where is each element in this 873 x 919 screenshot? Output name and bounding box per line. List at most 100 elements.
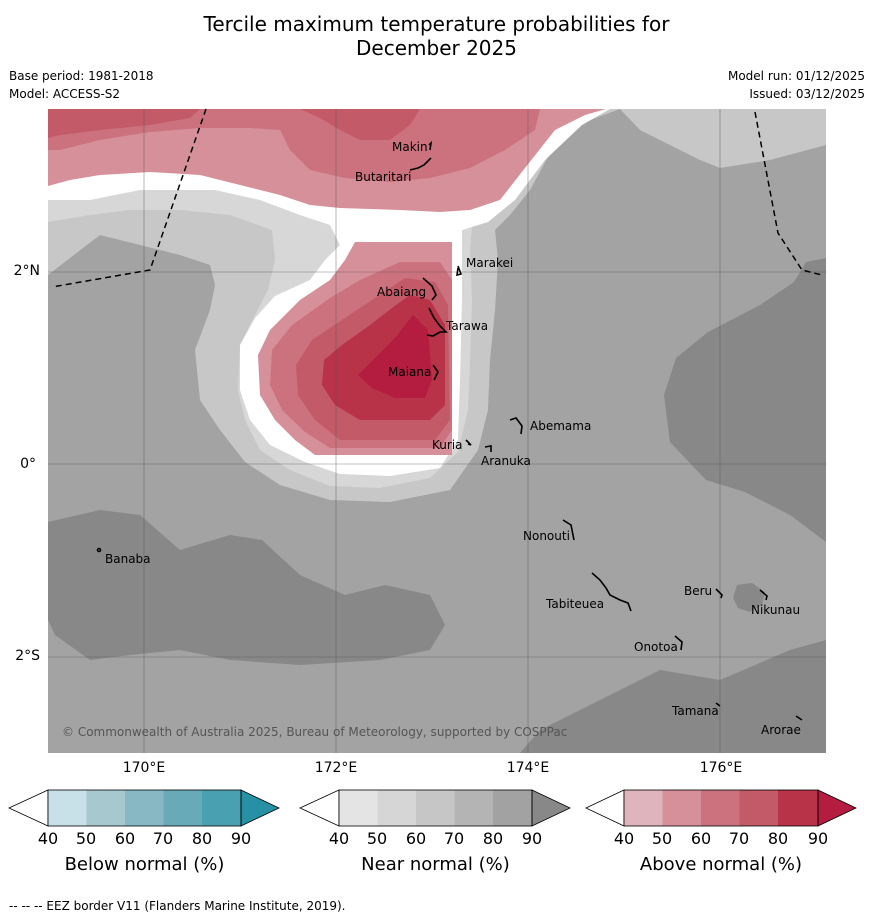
near-normal-70-east (664, 258, 826, 542)
lat-label-2s: 2°S (15, 648, 40, 664)
place-nikunau: Nikunau (751, 603, 800, 617)
place-maiana: Maiana (388, 365, 431, 379)
near-normal-70-southeast (520, 640, 826, 753)
near-swatch-40 (339, 790, 378, 826)
colorbar-above-frame (623, 789, 819, 827)
island-banaba (96, 547, 102, 553)
place-abaiang: Abaiang (377, 285, 426, 299)
place-banaba: Banaba (105, 552, 151, 566)
below-swatch-50 (86, 790, 125, 826)
island-tarawa (426, 307, 448, 337)
island-arorae (795, 715, 803, 721)
above-swatch-40 (624, 790, 663, 826)
place-nonouti: Nonouti (523, 529, 570, 543)
above-tick-50: 50 (651, 829, 673, 848)
title-line-2: December 2025 (356, 36, 517, 60)
near-normal-70-south (48, 510, 445, 665)
lat-label-2n: 2°N (13, 263, 40, 279)
near-tick-40: 40 (328, 829, 350, 848)
lat-label-0: 0° (20, 456, 36, 472)
place-kuria: Kuria (432, 438, 463, 452)
below-swatch-60 (125, 790, 164, 826)
colorbar-below-low-arrow (8, 789, 49, 827)
eez-legend-note: -- -- -- EEZ border V11 (Flanders Marine… (9, 899, 346, 913)
below-tick-70: 70 (152, 829, 174, 848)
island-nikunau (759, 589, 768, 601)
island-aranuka (484, 445, 492, 452)
island-abemama (509, 417, 523, 435)
above-swatch-60 (701, 790, 740, 826)
near-swatch-60 (416, 790, 455, 826)
island-tabiteuea (591, 572, 632, 612)
place-onotoa: Onotoa (634, 640, 678, 654)
eez-border-west (51, 108, 207, 288)
island-butaritari (409, 157, 432, 171)
colorbar-above-high-arrow (817, 789, 857, 827)
above-swatch-50 (662, 790, 701, 826)
grid-lines (48, 109, 826, 753)
below-normal-title: Below normal (%) (64, 854, 225, 875)
below-tick-40: 40 (37, 829, 59, 848)
place-abemama: Abemama (530, 419, 591, 433)
place-tamana: Tamana (671, 704, 719, 718)
colorbar-near-high-arrow (531, 789, 571, 827)
near-tick-80: 80 (482, 829, 504, 848)
above-tick-40: 40 (613, 829, 635, 848)
model-run: Model run: 01/12/2025 (727, 69, 865, 83)
islands (96, 140, 803, 721)
issued-date: Issued: 03/12/2025 (749, 87, 865, 101)
island-maiana (432, 364, 439, 381)
eez-border-east (754, 111, 823, 276)
below-tick-50: 50 (75, 829, 97, 848)
below-tick-90: 90 (230, 829, 252, 848)
model-name: Model: ACCESS-S2 (9, 87, 121, 101)
place-butaritari: Butaritari (355, 170, 412, 184)
near-tick-50: 50 (366, 829, 388, 848)
page-title: Tercile maximum temperature probabilitie… (0, 12, 873, 60)
below-swatch-40 (48, 790, 87, 826)
place-labels: Makin Butaritari Marakei Abaiang Tarawa … (105, 140, 801, 737)
near-normal-50-northeast (620, 109, 826, 168)
island-kuria (465, 439, 472, 446)
map-copyright: © Commonwealth of Australia 2025, Bureau… (62, 725, 567, 739)
colorbar-above-low-arrow (585, 789, 625, 827)
lon-label-170: 170°E (122, 760, 166, 776)
island-beru (715, 588, 723, 599)
above-normal-70-north-center (300, 109, 420, 140)
above-normal-title: Above normal (%) (639, 854, 803, 875)
above-tick-60: 60 (690, 829, 712, 848)
above-normal-60-north (48, 109, 540, 182)
colorbar-near-low-arrow (299, 789, 340, 827)
above-tick-70: 70 (728, 829, 750, 848)
above-tick-80: 80 (767, 829, 789, 848)
island-abaiang (422, 277, 437, 301)
lon-label-174: 174°E (506, 760, 550, 776)
place-marakei: Marakei (466, 256, 513, 270)
base-period: Base period: 1981-2018 (9, 69, 154, 83)
colorbar-below-normal (8, 789, 280, 827)
eez-borders (51, 108, 823, 288)
colorbar-above-normal (585, 789, 857, 827)
colorbar-below-high-arrow (240, 789, 280, 827)
place-tarawa: Tarawa (445, 319, 488, 333)
meta-left: Base period: 1981-2018 Model: ACCESS-S2 (9, 67, 154, 103)
place-aranuka: Aranuka (481, 454, 531, 468)
above-swatch-70 (739, 790, 778, 826)
above-normal-90-central (358, 315, 432, 398)
near-normal-70-nikunau (733, 583, 765, 612)
place-makin: Makin (392, 140, 428, 154)
island-onotoa (674, 635, 683, 651)
below-swatch-70 (163, 790, 202, 826)
above-tick-90: 90 (807, 829, 829, 848)
above-swatch-80 (778, 790, 818, 826)
near-tick-90: 90 (521, 829, 543, 848)
colorbar-below-frame (47, 789, 242, 827)
island-nonouti (562, 519, 575, 541)
near-swatch-70 (454, 790, 493, 826)
near-swatch-80 (493, 790, 532, 826)
place-tabiteuea: Tabiteuea (545, 597, 604, 611)
lon-label-176: 176°E (699, 760, 743, 776)
below-tick-80: 80 (191, 829, 213, 848)
island-tamana (715, 702, 721, 707)
